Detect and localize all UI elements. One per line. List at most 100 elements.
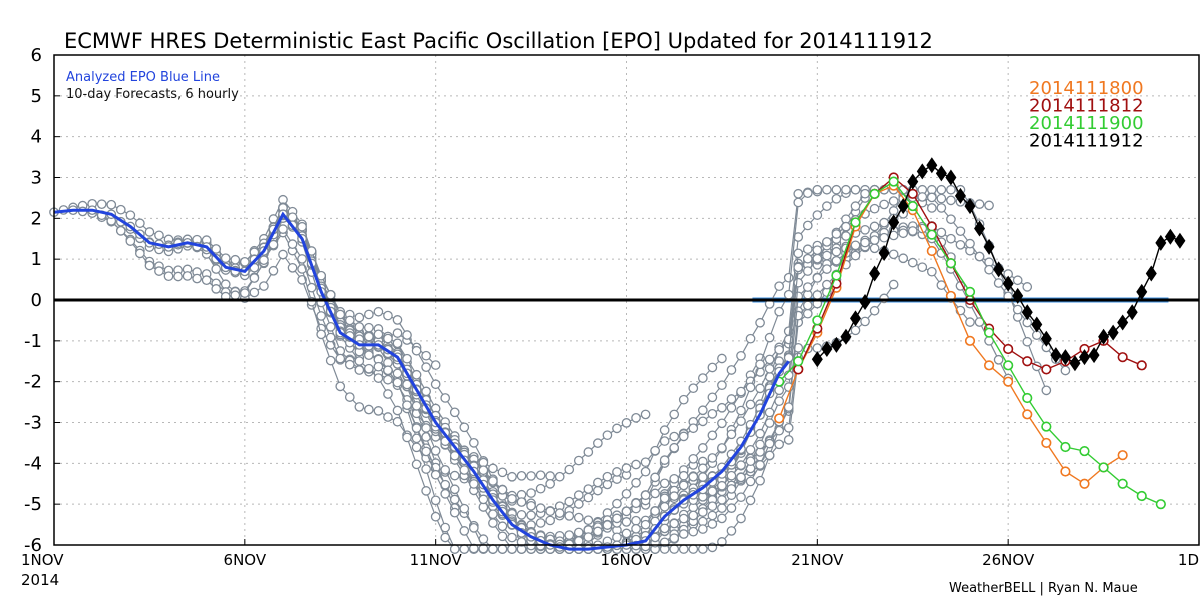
old-run-point <box>793 188 804 199</box>
forecast-point-2014111912 <box>983 238 995 255</box>
old-run-point <box>888 249 899 260</box>
old-run-point <box>106 199 117 210</box>
old-run-point <box>707 486 718 497</box>
old-run-point <box>268 239 279 250</box>
old-run-point <box>621 506 632 517</box>
old-run-point <box>717 443 727 453</box>
y-tick-label: 5 <box>31 86 42 107</box>
old-run-point <box>669 473 680 484</box>
old-run-point <box>220 253 231 264</box>
old-run-point <box>392 328 403 338</box>
forecast-point-2014111912 <box>1050 347 1062 364</box>
old-run-point <box>812 210 823 220</box>
old-run-point <box>984 264 994 275</box>
old-run-point <box>697 405 708 416</box>
old-run-point <box>669 491 680 501</box>
old-run-point <box>430 511 441 522</box>
old-run-point <box>230 290 241 301</box>
old-run-point <box>411 345 422 356</box>
forecast-point-2014111900 <box>1060 441 1071 453</box>
old-run-point <box>488 509 498 520</box>
old-run-point <box>812 184 823 195</box>
old-run-point <box>831 229 842 239</box>
forecast-point-2014111800 <box>1060 466 1071 477</box>
old-run-point <box>793 343 804 353</box>
old-run-point <box>659 523 670 534</box>
forecast-point-2014111912 <box>1021 304 1033 321</box>
old-run-point <box>602 430 613 441</box>
old-run-point <box>907 257 918 268</box>
forecast-point-2014111912 <box>1059 349 1071 366</box>
old-run-point <box>745 382 756 393</box>
old-run-point <box>239 288 250 298</box>
forecast-point-2014111912 <box>888 214 900 231</box>
old-run-point <box>946 233 956 244</box>
old-run-point <box>802 220 813 231</box>
old-run-point <box>325 332 336 343</box>
old-run-point <box>1060 365 1071 376</box>
old-run-point <box>411 459 422 470</box>
old-run-point <box>612 467 622 477</box>
forecast-point-2014111912 <box>840 328 852 345</box>
forecast-point-2014111800 <box>1003 376 1014 387</box>
forecast-point-2014111800 <box>1079 478 1090 489</box>
old-run-point <box>669 518 680 529</box>
old-run-point <box>659 501 670 512</box>
old-run-point <box>936 280 947 291</box>
old-run-point <box>860 188 870 199</box>
old-run-point <box>612 498 622 509</box>
old-run-point <box>946 214 956 225</box>
old-run-point <box>449 507 460 518</box>
old-run-point <box>841 184 851 195</box>
old-run-point <box>430 360 441 370</box>
x-tick-label: 21NOV <box>791 551 844 569</box>
forecast-point-2014111912 <box>1155 234 1167 251</box>
old-run-point <box>879 199 889 210</box>
old-run-point <box>946 184 956 195</box>
old-run-point <box>774 306 785 317</box>
old-run-point <box>287 262 298 273</box>
old-run-point <box>678 529 689 539</box>
old-run-point <box>154 230 164 241</box>
old-run-point <box>278 224 288 234</box>
old-run-point <box>230 254 241 265</box>
old-run-point <box>373 406 384 416</box>
old-run-point <box>678 513 689 524</box>
legend-entry-2014111900: 2014111900 <box>1029 113 1144 134</box>
old-run-point <box>554 471 565 482</box>
old-run-point <box>888 196 899 206</box>
forecast-point-2014111912 <box>1079 349 1090 366</box>
old-run-point <box>526 488 536 498</box>
old-run-point <box>697 416 708 427</box>
old-run-point <box>793 277 804 288</box>
old-run-point <box>678 544 689 554</box>
old-run-point <box>344 315 355 326</box>
forecast-point-2014111912 <box>993 261 1005 278</box>
old-run-point <box>335 381 346 392</box>
old-run-point <box>812 343 823 353</box>
old-run-point <box>125 236 136 246</box>
old-run-point <box>259 281 269 291</box>
old-run-point <box>621 517 632 527</box>
y-tick-label: -6 <box>24 535 42 556</box>
old-run-point <box>640 409 651 420</box>
old-run-point <box>211 244 222 254</box>
forecast-point-2014111912 <box>1088 347 1100 364</box>
forecast-point-2014111912 <box>935 165 947 182</box>
old-run-point <box>249 273 260 283</box>
y-tick-label: 3 <box>31 168 42 189</box>
old-run-point <box>783 272 794 283</box>
old-run-point <box>736 513 746 524</box>
old-run-point <box>755 383 765 394</box>
old-run-point <box>211 264 222 274</box>
old-run-point <box>621 528 632 539</box>
forecast-point-2014111912 <box>916 163 928 180</box>
old-run-point <box>697 544 708 554</box>
old-run-point <box>860 316 870 327</box>
old-run-point <box>783 352 794 363</box>
old-run-point <box>802 266 813 276</box>
forecast-point-2014111900 <box>926 229 937 240</box>
old-run-point <box>707 453 718 463</box>
old-run-point <box>812 290 823 300</box>
